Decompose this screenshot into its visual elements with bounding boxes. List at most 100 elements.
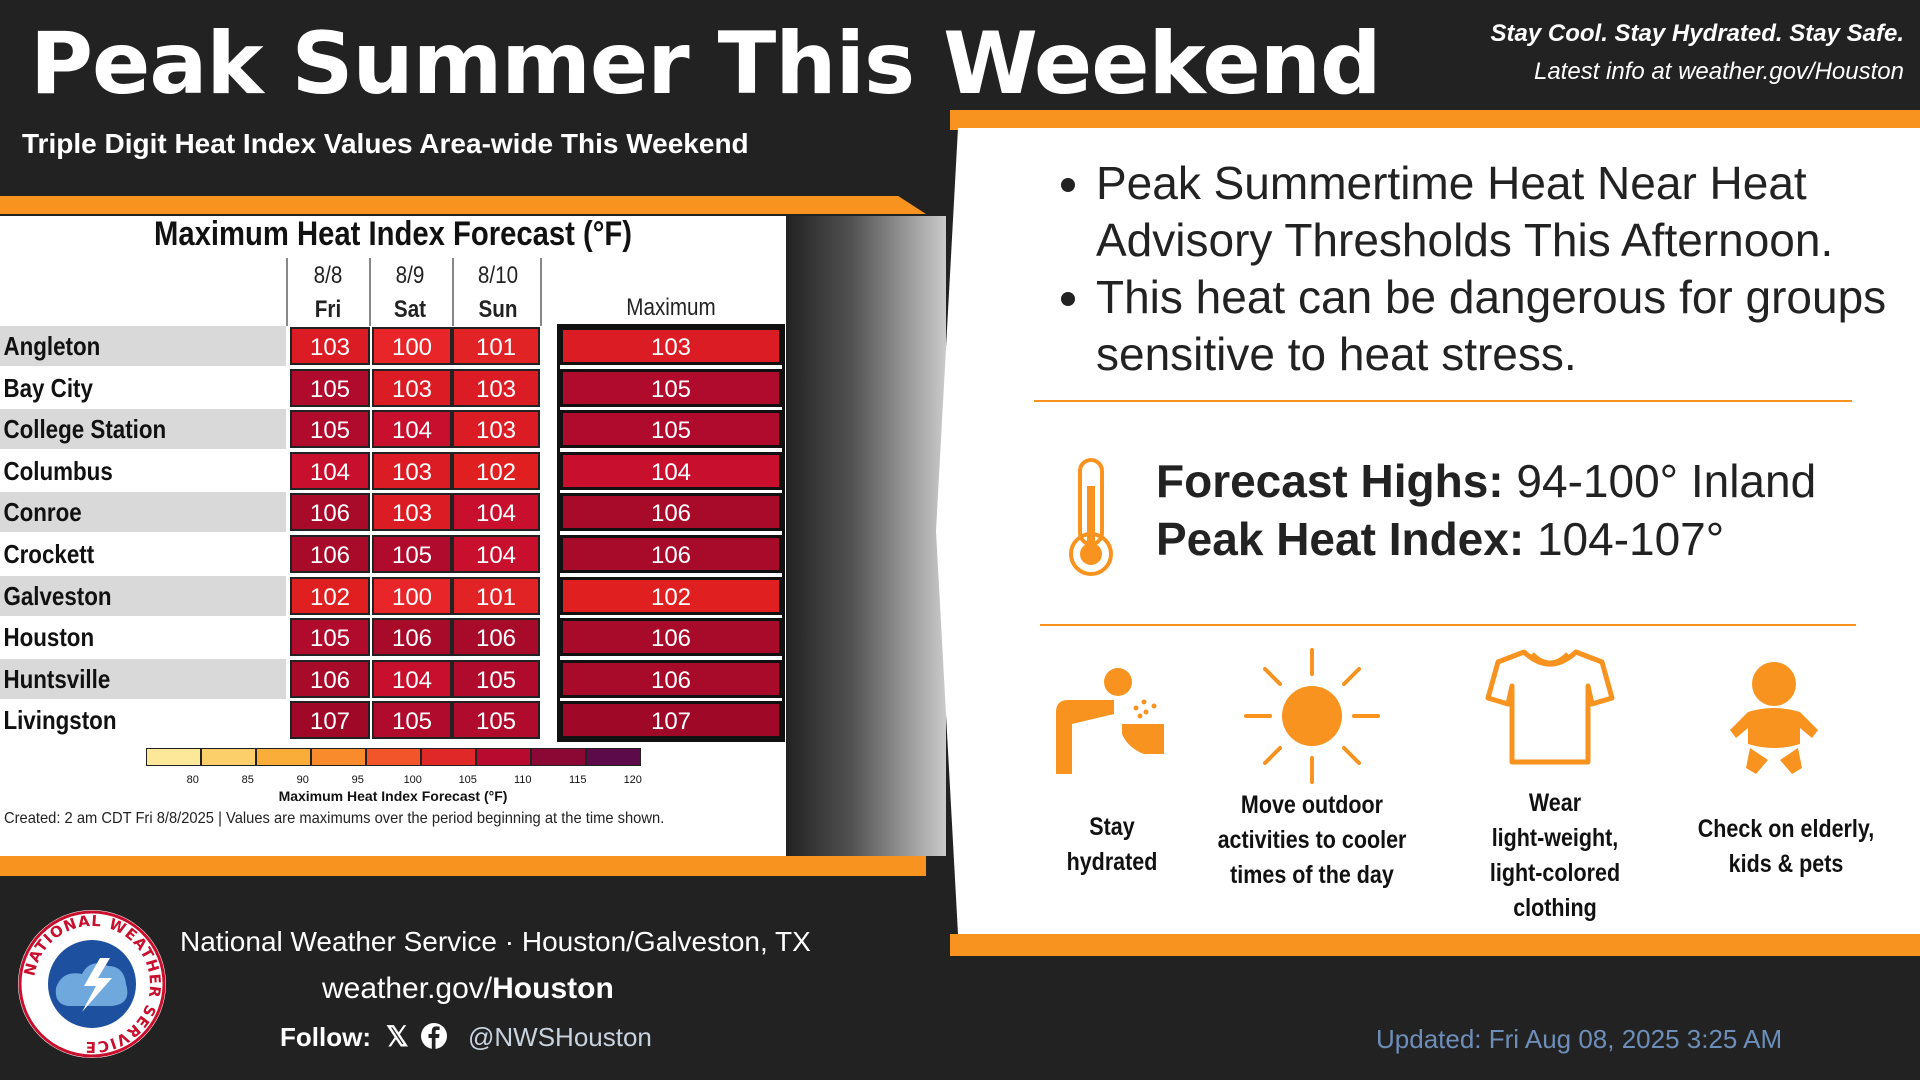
row-location: Conroe <box>3 497 82 528</box>
heat-index-cell: 105 <box>452 659 540 698</box>
heat-index-cell: 100 <box>372 576 452 615</box>
row-location: College Station <box>3 414 167 445</box>
scale-tick-label: 85 <box>241 774 254 786</box>
scale-segment <box>256 748 311 766</box>
facebook-icon[interactable] <box>420 1022 448 1050</box>
scale-segment <box>476 748 531 766</box>
peak-heat-index: Peak Heat Index: 104-107° <box>1156 510 1816 568</box>
scale-segment <box>201 748 256 766</box>
tagline: Stay Cool. Stay Hydrated. Stay Safe. <box>1490 20 1904 47</box>
maximum-cell: 104 <box>560 451 782 490</box>
heat-index-cell: 102 <box>290 576 370 615</box>
footer-org: National Weather Service · Houston/Galve… <box>180 926 811 957</box>
heat-index-cell: 101 <box>452 327 540 365</box>
scale-tick-label: 80 <box>186 774 199 786</box>
site-bold: Houston <box>492 972 614 1005</box>
tip-line: light-colored <box>1489 859 1621 887</box>
tip-label: Stay hydrated <box>1050 810 1174 880</box>
key-message: This heat can be dangerous for groups se… <box>1096 269 1920 383</box>
maximum-cell: 106 <box>560 659 782 698</box>
nws-logo: NATIONAL WEATHER SERVICE <box>18 910 166 1058</box>
scale-segment <box>531 748 586 766</box>
latest-info-link[interactable]: Latest info at weather.gov/Houston <box>1533 58 1904 85</box>
scale-tick-label: 115 <box>568 774 587 786</box>
heat-index-cell: 103 <box>290 327 370 365</box>
col-separator <box>369 258 371 326</box>
row-location: Angleton <box>3 331 101 361</box>
heat-index-cell: 104 <box>290 451 370 490</box>
heat-index-cell: 105 <box>290 618 370 657</box>
maximum-cell: 105 <box>560 410 782 449</box>
tip-label: Move outdoor activities to cooler times … <box>1212 788 1412 893</box>
heat-index-cell: 104 <box>372 659 452 698</box>
scale-tick-label: 90 <box>296 774 309 786</box>
scale-tick-label: 100 <box>403 774 422 786</box>
page-subtitle: Triple Digit Heat Index Values Area-wide… <box>22 128 749 159</box>
col-separator <box>286 258 288 326</box>
site-prefix: weather.gov/ <box>322 972 493 1005</box>
tip-line: Check on elderly, <box>1697 815 1875 843</box>
heat-index-cell: 103 <box>372 451 452 490</box>
maximum-column-border <box>557 324 785 742</box>
forecast-highs-value: 94-100° Inland <box>1516 455 1817 507</box>
tip-line: activities to cooler <box>1217 826 1407 854</box>
heat-index-cell: 105 <box>372 701 452 740</box>
social-handle[interactable]: @NWSHouston <box>468 1022 652 1052</box>
right-top-band <box>950 110 1920 130</box>
fade-divider <box>786 216 946 856</box>
tip-line: clothing <box>1513 894 1597 922</box>
scale-tick-label: 110 <box>513 774 532 786</box>
scale-segment <box>146 748 201 766</box>
row-location: Crockett <box>3 539 95 569</box>
left-top-band <box>0 196 926 214</box>
heat-index-cell: 107 <box>290 701 370 740</box>
tip-line: light-weight, <box>1491 824 1619 852</box>
created-note: Created: 2 am CDT Fri 8/8/2025 | Values … <box>4 810 665 827</box>
heat-index-cell: 106 <box>372 618 452 657</box>
row-location: Huntsville <box>3 663 111 694</box>
forecast-highs-label: Forecast Highs: <box>1156 455 1504 507</box>
page-title: Peak Summer This Weekend <box>30 14 1382 114</box>
heat-index-cell: 105 <box>290 410 370 449</box>
tip-line: hydrated <box>1066 848 1158 876</box>
heat-index-cell: 103 <box>372 368 452 407</box>
heat-index-cell: 101 <box>452 576 540 615</box>
column-date: 8/9 <box>395 262 425 289</box>
updated-timestamp: Updated: Fri Aug 08, 2025 3:25 AM <box>1376 1024 1783 1054</box>
col-separator <box>540 258 542 326</box>
tip-line: Stay <box>1089 813 1135 841</box>
key-message: Peak Summertime Heat Near Heat Advisory … <box>1096 155 1920 269</box>
tip-label: Wear light-weight, light-colored clothin… <box>1456 786 1654 926</box>
heat-index-cell: 104 <box>452 493 540 532</box>
column-header: 8/10 Sun <box>465 262 530 324</box>
x-icon[interactable]: 𝕏 <box>386 1021 409 1052</box>
thermometer-icon <box>1069 458 1113 576</box>
column-day: Fri <box>314 296 342 323</box>
heat-index-cell: 106 <box>452 618 540 657</box>
tip-line: Move outdoor <box>1240 791 1384 819</box>
heat-index-cell: 106 <box>290 535 370 573</box>
right-bottom-band <box>950 934 1920 956</box>
footer-site[interactable]: weather.gov/Houston <box>322 972 614 1006</box>
left-bottom-band <box>0 856 926 876</box>
maximum-cell: 106 <box>560 618 782 657</box>
heat-index-cell: 105 <box>372 535 452 573</box>
key-messages: Peak Summertime Heat Near Heat Advisory … <box>1040 155 1920 383</box>
scale-segment <box>586 748 641 766</box>
scale-segment <box>366 748 421 766</box>
maximum-cell: 106 <box>560 535 782 573</box>
maximum-cell: 103 <box>560 327 782 365</box>
maximum-cell: 107 <box>560 701 782 740</box>
tshirt-icon <box>1485 649 1615 765</box>
heat-index-cell: 105 <box>290 368 370 407</box>
tip-line: times of the day <box>1230 861 1394 889</box>
heat-index-cell: 106 <box>290 493 370 532</box>
col-separator <box>452 258 454 326</box>
row-location: Houston <box>3 622 95 653</box>
heat-index-cell: 100 <box>372 327 452 365</box>
divider <box>1040 624 1856 626</box>
heat-index-cell: 103 <box>372 493 452 532</box>
table-title: Maximum Heat Index Forecast (°F) <box>153 215 633 253</box>
row-location: Bay City <box>3 372 93 403</box>
table-row-shade <box>0 658 286 699</box>
